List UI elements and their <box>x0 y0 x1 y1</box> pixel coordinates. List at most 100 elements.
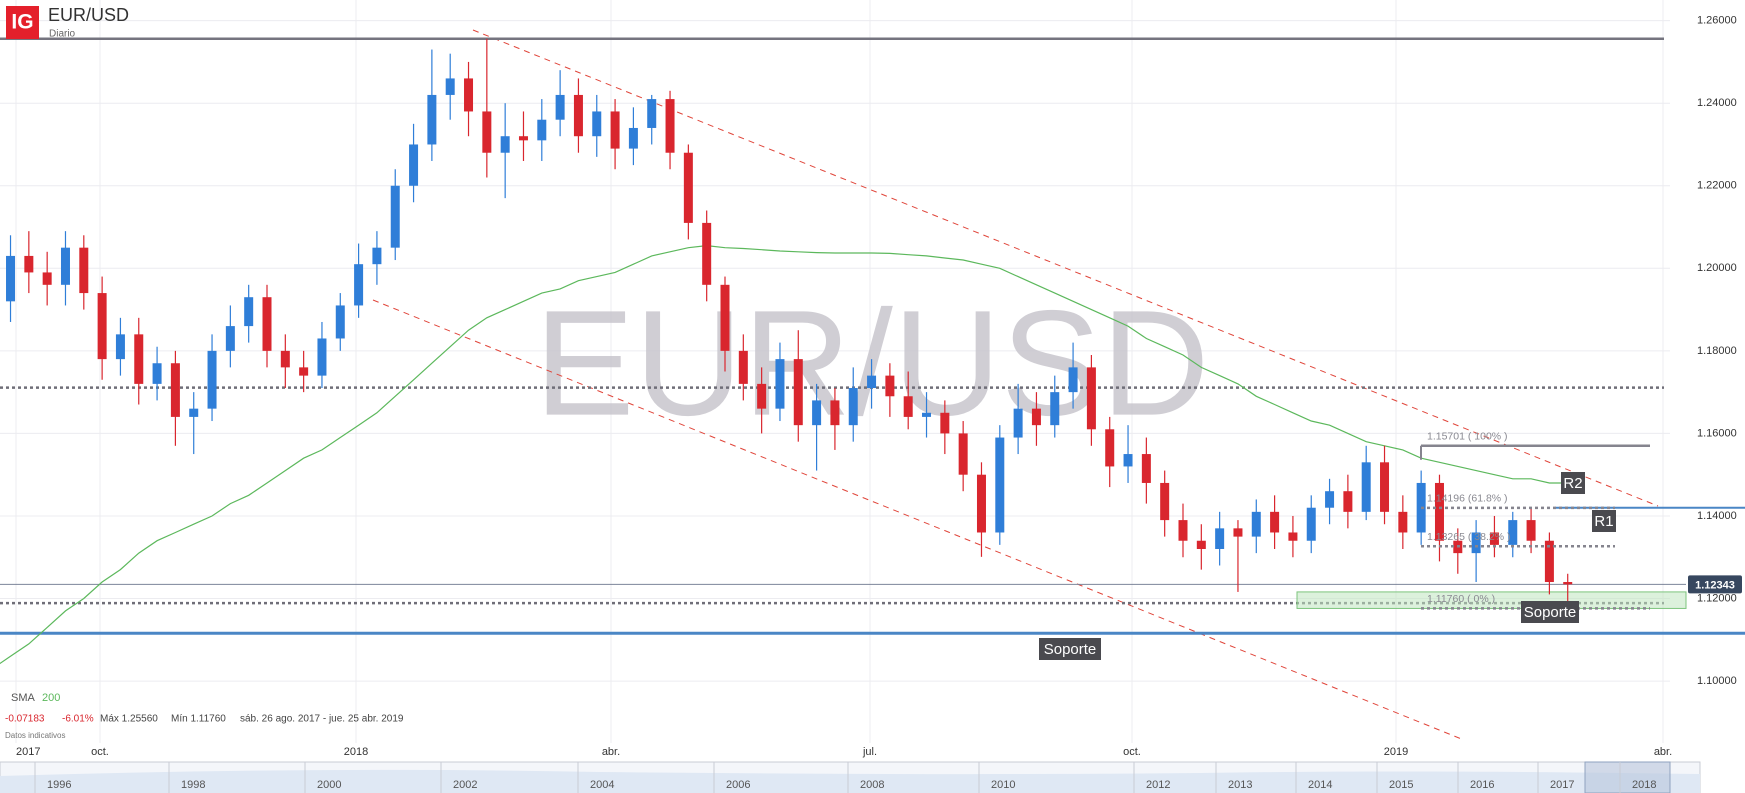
candle-body <box>317 338 327 376</box>
candle-body <box>225 326 235 351</box>
navigator-label: 2013 <box>1228 779 1252 791</box>
candle-body <box>1288 532 1298 541</box>
candle-body <box>189 408 199 417</box>
x-tick-label: oct. <box>91 746 109 758</box>
candle-body <box>628 127 638 149</box>
y-tick-label: 1.16000 <box>1697 427 1737 439</box>
candle-body <box>427 94 437 145</box>
stat-max: Máx 1.25560 <box>100 714 158 725</box>
candle-body <box>134 334 144 384</box>
candle-body <box>244 297 254 327</box>
annotation-label: Soporte <box>1524 604 1577 621</box>
candle-body <box>683 152 693 223</box>
navigator-label: 2015 <box>1389 779 1413 791</box>
candle-body <box>390 185 400 248</box>
navigator-label: 2000 <box>317 779 341 791</box>
candle-body <box>1508 520 1518 545</box>
candle-body <box>665 99 675 153</box>
fib-label: 1.14196 (61.8% ) <box>1427 493 1508 505</box>
x-tick-label: abr. <box>1654 746 1672 758</box>
candle-body <box>922 412 932 417</box>
candle-body <box>592 111 602 137</box>
annotation-box <box>1592 510 1616 532</box>
candle-body <box>647 99 657 128</box>
candle-body <box>6 255 16 302</box>
sma-line <box>0 244 1568 665</box>
candle-body <box>848 388 858 426</box>
candle-body <box>1306 507 1316 541</box>
plot: 1.15701 ( 100% ) 1.14196 (61.8% ) 1.13265 … <box>0 37 1745 665</box>
candle-body <box>482 111 492 153</box>
navigator-label: 2016 <box>1470 779 1494 791</box>
stat-range: sáb. 26 ago. 2017 - jue. 25 abr. 2019 <box>240 714 404 725</box>
navigator-area <box>0 769 1700 793</box>
candle-body <box>1361 462 1371 512</box>
candle-body <box>1050 392 1060 426</box>
candle-body <box>354 264 364 306</box>
navigator-label: 2008 <box>860 779 884 791</box>
annotation-box <box>1039 638 1101 660</box>
indicator-period: 200 <box>42 692 60 704</box>
y-tick-label: 1.24000 <box>1697 97 1737 109</box>
y-tick-label: 1.10000 <box>1697 675 1737 687</box>
candle-body <box>1325 491 1335 508</box>
navigator-label: 2006 <box>726 779 750 791</box>
candle-body <box>1563 582 1573 585</box>
candle-body <box>1031 408 1041 426</box>
x-tick-label: 2019 <box>1384 746 1408 758</box>
fib-label: 1.13265 ( 38.2% ) <box>1427 531 1510 543</box>
stat-change-pct: -6.01% <box>62 714 94 725</box>
candle-body <box>280 350 290 368</box>
candle-body <box>738 350 748 384</box>
grid <box>0 0 1670 743</box>
candle-body <box>1471 532 1481 554</box>
candle-body <box>1123 454 1133 467</box>
annotation-label: Soporte <box>1044 641 1097 658</box>
annotation-box <box>1521 601 1579 623</box>
candle-body <box>1270 511 1280 533</box>
candle-body <box>445 78 455 95</box>
candle-body <box>464 78 474 112</box>
candle-body <box>1233 528 1243 537</box>
candle-body <box>1215 528 1225 549</box>
chart-subtitle: Diario <box>49 29 76 40</box>
candle-body <box>170 363 180 417</box>
navigator-window[interactable] <box>1584 761 1671 793</box>
candle-body <box>757 383 767 409</box>
candle-body <box>1526 520 1536 541</box>
candle-body <box>867 375 877 389</box>
chart-title: EUR/USD <box>48 5 129 25</box>
candle-body <box>207 350 217 409</box>
candle-body <box>24 255 34 273</box>
indicator-name: SMA <box>11 692 36 704</box>
candle-body <box>1196 540 1206 549</box>
candle-body <box>42 272 52 285</box>
footnote: Datos indicativos <box>5 731 65 740</box>
y-tick-label: 1.18000 <box>1697 345 1737 357</box>
candle-body <box>1489 532 1499 545</box>
candle-body <box>1141 454 1151 483</box>
candle-body <box>702 222 712 285</box>
x-tick-label: jul. <box>862 746 877 758</box>
y-tick-label: 1.12000 <box>1697 592 1737 604</box>
candle-body <box>903 396 913 417</box>
candle-body <box>1068 367 1078 393</box>
channel-lower <box>372 299 1465 741</box>
candle-body <box>958 433 968 475</box>
candle-body <box>1398 511 1408 533</box>
logo <box>6 6 39 39</box>
logo-text: IG <box>11 11 33 34</box>
candle-body <box>335 305 345 339</box>
x-tick-label: 2017 <box>16 746 40 758</box>
annotation-label: R2 <box>1563 475 1582 492</box>
candle-body <box>812 400 822 426</box>
candle-body <box>518 136 528 141</box>
navigator-label: 2014 <box>1308 779 1332 791</box>
candle-body <box>775 359 785 409</box>
x-tick-label: abr. <box>602 746 620 758</box>
x-tick-label: 2018 <box>344 746 368 758</box>
candle-body <box>115 334 125 360</box>
fib-label: 1.11760 ( 0% ) <box>1427 593 1495 605</box>
candle-body <box>940 412 950 434</box>
